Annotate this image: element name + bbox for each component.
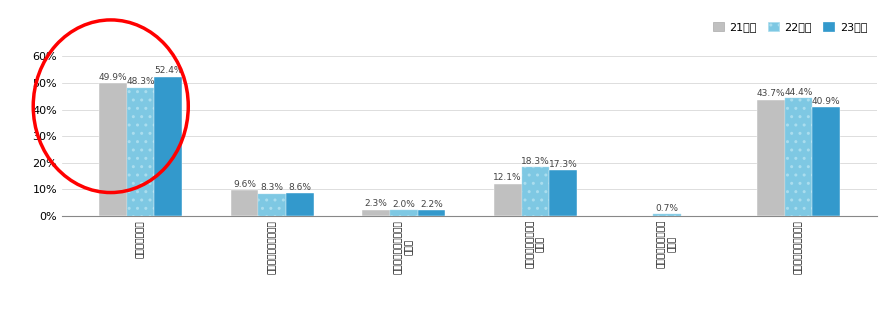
Bar [549, 170, 577, 216]
Bar [417, 210, 446, 216]
Bar [390, 210, 417, 216]
Text: 48.3%: 48.3% [126, 77, 155, 86]
Text: 17.3%: 17.3% [548, 159, 578, 169]
Text: 44.4%: 44.4% [784, 88, 812, 97]
Bar [785, 98, 812, 216]
Bar [99, 83, 127, 216]
Bar [653, 214, 680, 216]
Text: 40.9%: 40.9% [812, 97, 841, 106]
Text: 0.7%: 0.7% [656, 204, 679, 212]
Text: 8.3%: 8.3% [260, 183, 284, 193]
Bar [286, 193, 314, 216]
Text: 12.1%: 12.1% [494, 173, 522, 182]
Text: 8.6%: 8.6% [288, 183, 311, 192]
Bar [494, 184, 522, 216]
Text: 2.0%: 2.0% [392, 200, 416, 209]
Bar [154, 77, 182, 216]
Bar [522, 167, 549, 216]
Text: 43.7%: 43.7% [757, 89, 785, 98]
Bar [127, 88, 154, 216]
Legend: 21年度, 22年度, 23年度: 21年度, 22年度, 23年度 [708, 18, 872, 37]
Text: 52.4%: 52.4% [154, 66, 183, 75]
Bar [812, 107, 840, 216]
Bar [758, 100, 785, 216]
Text: 9.6%: 9.6% [233, 180, 256, 189]
Bar [362, 210, 390, 216]
Text: 2.2%: 2.2% [420, 200, 443, 208]
Text: 49.9%: 49.9% [98, 73, 128, 82]
Bar [230, 190, 259, 216]
Bar [259, 194, 286, 216]
Text: 2.3%: 2.3% [365, 199, 387, 208]
Text: 18.3%: 18.3% [521, 157, 550, 166]
